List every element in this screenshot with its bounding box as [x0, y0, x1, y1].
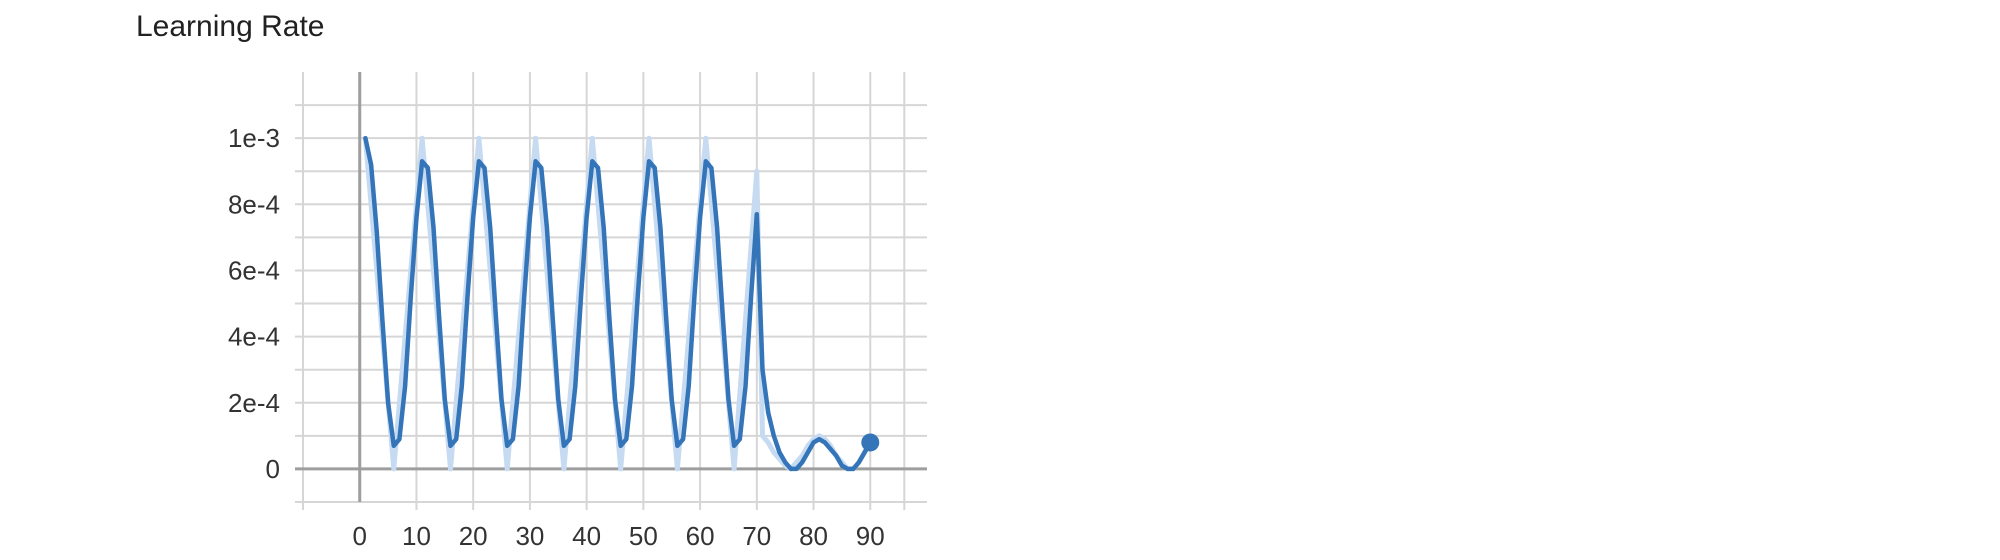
y-tick-label: 8e-4: [228, 189, 280, 219]
series: [362, 135, 880, 472]
x-tick-label: 70: [742, 521, 771, 551]
x-tick-label: 50: [629, 521, 658, 551]
y-tick-label: 6e-4: [228, 255, 280, 285]
x-tick-label: 20: [459, 521, 488, 551]
x-tick-label: 80: [799, 521, 828, 551]
x-tick-label: 90: [856, 521, 885, 551]
chart-title: Learning Rate: [136, 10, 325, 43]
x-tick-label: 30: [515, 521, 544, 551]
x-tick-label: 10: [402, 521, 431, 551]
x-tick-label: 60: [686, 521, 715, 551]
y-tick-label: 2e-4: [228, 388, 280, 418]
y-tick-label: 1e-3: [228, 123, 280, 153]
smoothed-series-line: [363, 135, 873, 472]
x-tick-label: 0: [352, 521, 366, 551]
y-tick-label: 0: [266, 454, 280, 484]
tick-labels: 0 10 20 30 40 50 60 70 80 90 0 2e-4 4e-4 6e-4 8e-4 1e-3: [228, 123, 885, 551]
x-tick-label: 40: [572, 521, 601, 551]
last-point-marker: [861, 433, 880, 452]
y-tick-label: 4e-4: [228, 322, 280, 352]
axes: [295, 72, 927, 502]
